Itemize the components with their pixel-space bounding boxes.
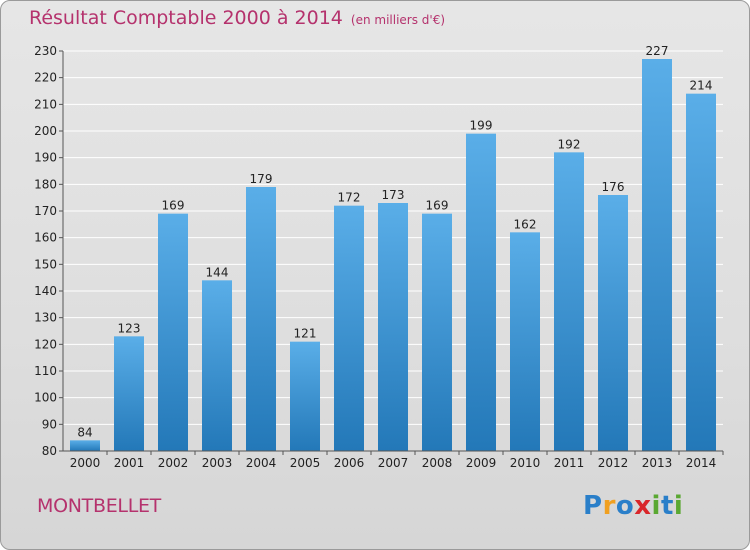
value-label-2011: 192 [558, 137, 581, 151]
y-tick-label: 130 [34, 311, 57, 325]
bar-2008 [422, 213, 452, 451]
value-label-2003: 144 [206, 265, 229, 279]
y-tick-label: 230 [34, 44, 57, 58]
x-tick-label-2002: 2002 [158, 456, 189, 470]
y-axis: 80 90 100 110 120 130 140 150 160 170 180 190 200 210… [34, 44, 64, 458]
value-label-2008: 169 [426, 199, 449, 213]
proxiti-logo[interactable]: Proxiti [583, 491, 684, 521]
bar-2002 [158, 213, 188, 451]
y-tick-label: 200 [34, 124, 57, 138]
bar-2014 [686, 93, 716, 452]
x-tick-label-2012: 2012 [598, 456, 629, 470]
value-label-2004: 179 [250, 172, 273, 186]
value-label-2013: 227 [646, 44, 669, 58]
bar-2004 [246, 187, 276, 451]
value-label-2009: 199 [470, 119, 493, 133]
x-tick-label-2005: 2005 [290, 456, 321, 470]
y-tick-label: 140 [34, 284, 57, 298]
x-tick-label-2004: 2004 [246, 456, 277, 470]
value-label-2002: 169 [162, 199, 185, 213]
x-tick-label-2003: 2003 [202, 456, 233, 470]
bar-2000 [70, 440, 100, 451]
commune-name: MONTBELLET [37, 495, 161, 517]
value-label-2012: 176 [602, 180, 625, 194]
y-tick-label: 180 [34, 177, 57, 191]
y-tick-label: 80 [42, 444, 57, 458]
x-tick-label-2011: 2011 [554, 456, 585, 470]
bar-2006 [334, 205, 364, 451]
value-label-2014: 214 [690, 79, 713, 93]
bar-2009 [466, 133, 496, 451]
x-axis: 2000 2001 2002 2003 2004 2005 2006 2007 2008 2009… [63, 450, 724, 470]
bar-2005 [290, 341, 320, 451]
value-label-2006: 172 [338, 191, 361, 205]
y-tick-label: 190 [34, 151, 57, 165]
x-tick-label-2009: 2009 [466, 456, 497, 470]
value-label-2007: 173 [382, 188, 405, 202]
bar-2012 [598, 195, 628, 451]
y-tick-label: 100 [34, 391, 57, 405]
y-tick-label: 150 [34, 257, 57, 271]
bar-2013 [642, 59, 672, 451]
value-label-2001: 123 [118, 321, 141, 335]
bar-2011 [554, 152, 584, 452]
y-tick-label: 160 [34, 231, 57, 245]
value-label-2005: 121 [294, 327, 317, 341]
title-line: Résultat Comptable 2000 à 2014 (en millie… [29, 7, 445, 29]
x-tick-label-2006: 2006 [334, 456, 365, 470]
value-labels: 84 123 169 144 179 121 172 173 169 199 162 192 176 22… [77, 44, 712, 439]
y-tick-label: 90 [42, 417, 57, 431]
x-tick-label-2001: 2001 [114, 456, 145, 470]
x-tick-label-2013: 2013 [642, 456, 673, 470]
x-tick-label-2010: 2010 [510, 456, 541, 470]
x-tick-label-2000: 2000 [70, 456, 101, 470]
bars [70, 59, 716, 452]
x-tick-label-2014: 2014 [686, 456, 717, 470]
x-tick-label-2007: 2007 [378, 456, 409, 470]
value-label-2010: 162 [514, 217, 537, 231]
y-tick-label: 220 [34, 71, 57, 85]
y-tick-label: 120 [34, 337, 57, 351]
y-tick-label: 210 [34, 97, 57, 111]
value-label-2000: 84 [77, 425, 92, 439]
chart-title: Résultat Comptable 2000 à 2014 [29, 7, 343, 29]
bar-2003 [202, 280, 232, 451]
y-tick-label: 110 [34, 364, 57, 378]
x-tick-label-2008: 2008 [422, 456, 453, 470]
y-tick-label: 170 [34, 204, 57, 218]
bar-2010 [510, 232, 540, 451]
chart-subtitle: (en milliers d'€) [350, 13, 446, 27]
bar-2007 [378, 203, 408, 451]
bar-2001 [114, 336, 144, 451]
